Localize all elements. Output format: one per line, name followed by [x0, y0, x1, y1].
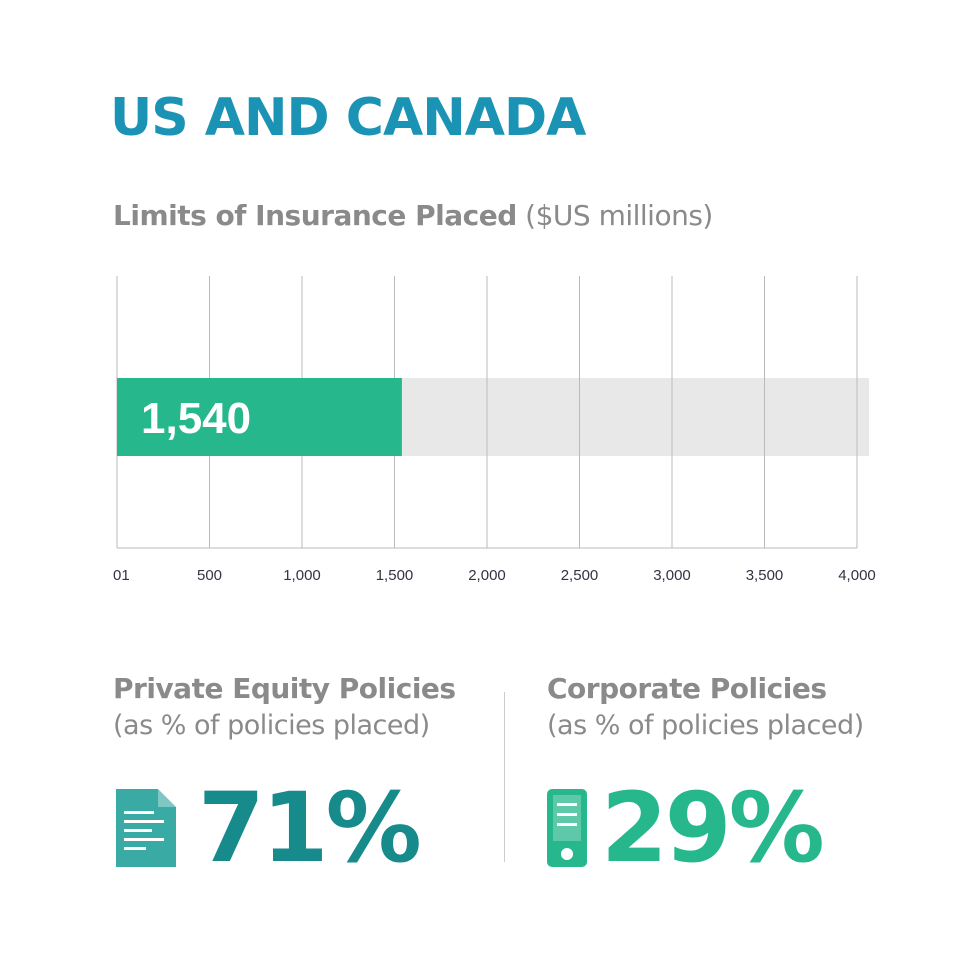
bar-label-0: 1,540 — [141, 394, 251, 443]
limits-bar-chart: 1,540 01 500 1,000 1,500 2,000 2,500 3,000 3,500… — [113, 276, 876, 584]
stats-divider — [504, 692, 505, 862]
x-tick-label-4: 2,000 — [468, 567, 506, 584]
corporate-subtitle: (as % of policies placed) — [547, 710, 864, 741]
private-equity-value: 71% — [198, 772, 422, 884]
x-tick-label-8: 4,000 — [838, 567, 876, 584]
corporate-value: 29% — [601, 772, 825, 884]
chart-subtitle-unit: ($US millions) — [525, 199, 713, 232]
private-equity-subtitle: (as % of policies placed) — [113, 710, 430, 741]
phone-icon — [547, 789, 587, 867]
x-tick-label-5: 2,500 — [561, 567, 599, 584]
bar-0 — [117, 378, 402, 456]
private-equity-stat: Private Equity Policies (as % of policie… — [113, 670, 456, 878]
chart-subtitle-bold: Limits of Insurance Placed — [113, 199, 517, 232]
x-tick-label-0: 01 — [113, 567, 130, 584]
x-tick-label-1: 500 — [197, 567, 222, 584]
corporate-title: Corporate Policies — [547, 672, 827, 705]
page-title: US AND CANADA — [110, 88, 586, 148]
x-tick-label-2: 1,000 — [283, 567, 321, 584]
x-tick-label-7: 3,500 — [746, 567, 784, 584]
corporate-value-row: 29% — [547, 772, 825, 884]
private-equity-value-row: 71% — [113, 772, 422, 884]
x-tick-label-6: 3,000 — [653, 567, 691, 584]
chart-subtitle: Limits of Insurance Placed ($US millions… — [113, 196, 713, 236]
document-icon — [116, 789, 176, 867]
x-tick-label-3: 1,500 — [376, 567, 414, 584]
corporate-stat: Corporate Policies (as % of policies pla… — [547, 670, 864, 878]
private-equity-title: Private Equity Policies — [113, 672, 456, 705]
